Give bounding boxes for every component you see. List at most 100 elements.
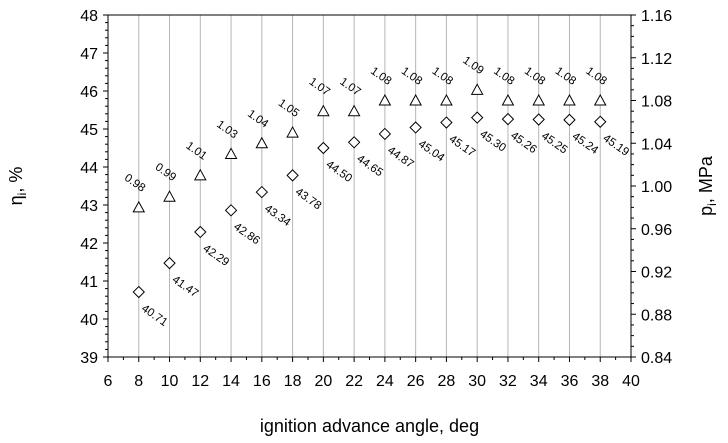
diamond-marker: [501, 112, 515, 126]
x-tick-label: 6: [104, 373, 113, 390]
y-right-tick-label: 1.16: [641, 8, 672, 25]
diamond-marker: [440, 116, 453, 129]
y-left-tick-label: 48: [80, 8, 98, 25]
data-label-pressure: 1.07: [337, 76, 362, 99]
diamond-marker: [224, 204, 238, 217]
x-tick-label: 14: [222, 373, 240, 390]
diamond-marker: [563, 113, 576, 127]
diamond-marker: [470, 111, 484, 124]
data-label-efficiency: 43.34: [262, 203, 293, 230]
data-label-efficiency: 44.65: [354, 153, 384, 179]
diamond-marker: [163, 256, 176, 270]
data-label-pressure: 1.08: [553, 65, 578, 88]
x-tick-label: 40: [622, 373, 640, 390]
data-label-pressure: 1.05: [276, 97, 301, 120]
y-left-tick-label: 39: [80, 350, 98, 367]
x-tick-label: 32: [499, 373, 517, 390]
diamond-marker: [286, 169, 299, 182]
data-label-pressure: 1.04: [245, 108, 271, 131]
data-label-pressure: 1.07: [307, 76, 332, 99]
data-label-efficiency: 45.25: [539, 130, 569, 156]
data-label-efficiency: 45.26: [508, 130, 538, 156]
x-tick-label: 18: [284, 373, 302, 390]
data-label-pressure: 1.08: [399, 65, 424, 88]
data-label-pressure: 1.03: [214, 119, 239, 142]
x-tick-label: 38: [591, 373, 609, 390]
triangle-marker: [563, 93, 576, 106]
data-label-pressure: 1.08: [430, 65, 455, 88]
x-tick-label: 20: [314, 373, 332, 390]
triangle-marker: [440, 93, 453, 106]
y-left-tick-label: 47: [80, 46, 98, 63]
triangle-marker: [409, 93, 422, 106]
axes: 6 8 10 12 14 16 18 20 22 24 26 28 30 32 34 36 38 40 39 40 41…: [80, 8, 672, 390]
data-label-efficiency: 44.87: [385, 145, 415, 171]
triangle-marker: [163, 190, 176, 202]
y-left-axis-title: ηi, %: [6, 167, 29, 206]
x-tick-label: 28: [438, 373, 456, 390]
data-label-pressure: 0.98: [122, 172, 147, 195]
y-left-tick-label: 43: [80, 198, 98, 215]
triangle-marker: [317, 104, 330, 117]
triangle-marker: [347, 104, 361, 117]
y-right-tick-label: 0.88: [641, 307, 672, 324]
x-tick-label: 24: [376, 373, 394, 390]
diamond-marker: [594, 115, 607, 128]
data-label-efficiency: 45.19: [601, 132, 631, 158]
diamond-marker: [409, 121, 422, 134]
x-tick-label: 10: [161, 373, 179, 390]
y-right-tick-label: 1.08: [641, 94, 672, 111]
y-right-tick-label: 1.12: [641, 51, 672, 68]
axis-title-unit: , %: [6, 167, 26, 193]
x-tick-label: 22: [345, 373, 363, 390]
data-series: [132, 83, 607, 299]
data-label-pressure: 1.08: [584, 65, 609, 88]
data-label-efficiency: 42.86: [231, 221, 261, 247]
diamond-marker: [194, 225, 207, 239]
plot-frame: [107, 14, 632, 358]
axis-title-unit: , MPa: [696, 155, 716, 203]
triangle-marker: [286, 126, 299, 138]
data-label-efficiency: 42.29: [201, 243, 231, 269]
y-left-tick-label: 46: [80, 84, 98, 101]
triangle-marker: [224, 147, 238, 159]
data-label-efficiency: 40.71: [139, 303, 169, 329]
diamond-marker: [132, 285, 145, 299]
data-label-efficiency: 45.24: [570, 131, 601, 158]
y-right-tick-label: 1.00: [641, 179, 672, 196]
diamond-marker: [378, 127, 392, 141]
x-tick-label: 34: [530, 373, 548, 390]
diamond-marker: [532, 113, 545, 126]
y-right-tick-label: 1.04: [641, 136, 672, 153]
y-left-tick-label: 42: [80, 236, 98, 253]
x-tick-label: 36: [561, 373, 579, 390]
diamond-marker: [317, 141, 330, 155]
y-left-tick-label: 40: [80, 312, 98, 329]
axis-title-subscript: i: [15, 193, 29, 196]
axis-title-symbol: η: [6, 195, 26, 205]
data-label-pressure: 0.99: [153, 161, 178, 184]
axis-title-subscript: i: [705, 203, 719, 206]
triangle-marker: [378, 93, 392, 106]
data-label-pressure: 1.09: [460, 54, 485, 77]
triangle-marker: [532, 93, 546, 106]
data-label-pressure: 1.01: [184, 140, 209, 163]
x-tick-label: 16: [253, 373, 271, 390]
data-label-pressure: 1.08: [522, 65, 547, 88]
data-label-efficiency: 45.04: [416, 138, 447, 165]
data-label-efficiency: 41.47: [170, 274, 200, 300]
y-left-tick-label: 44: [80, 160, 98, 177]
y-left-tick-label: 45: [80, 122, 98, 139]
triangle-marker: [193, 168, 207, 181]
triangle-marker: [470, 83, 484, 95]
data-label-efficiency: 43.78: [293, 186, 323, 212]
x-axis-title: ignition advance angle, deg: [260, 416, 479, 436]
y-right-axis-title: pi, MPa: [696, 155, 719, 216]
data-label-pressure: 1.08: [368, 65, 393, 88]
triangle-marker: [255, 136, 269, 149]
data-label-pressure: 1.08: [491, 65, 516, 88]
data-label-efficiency: 45.17: [447, 133, 477, 159]
